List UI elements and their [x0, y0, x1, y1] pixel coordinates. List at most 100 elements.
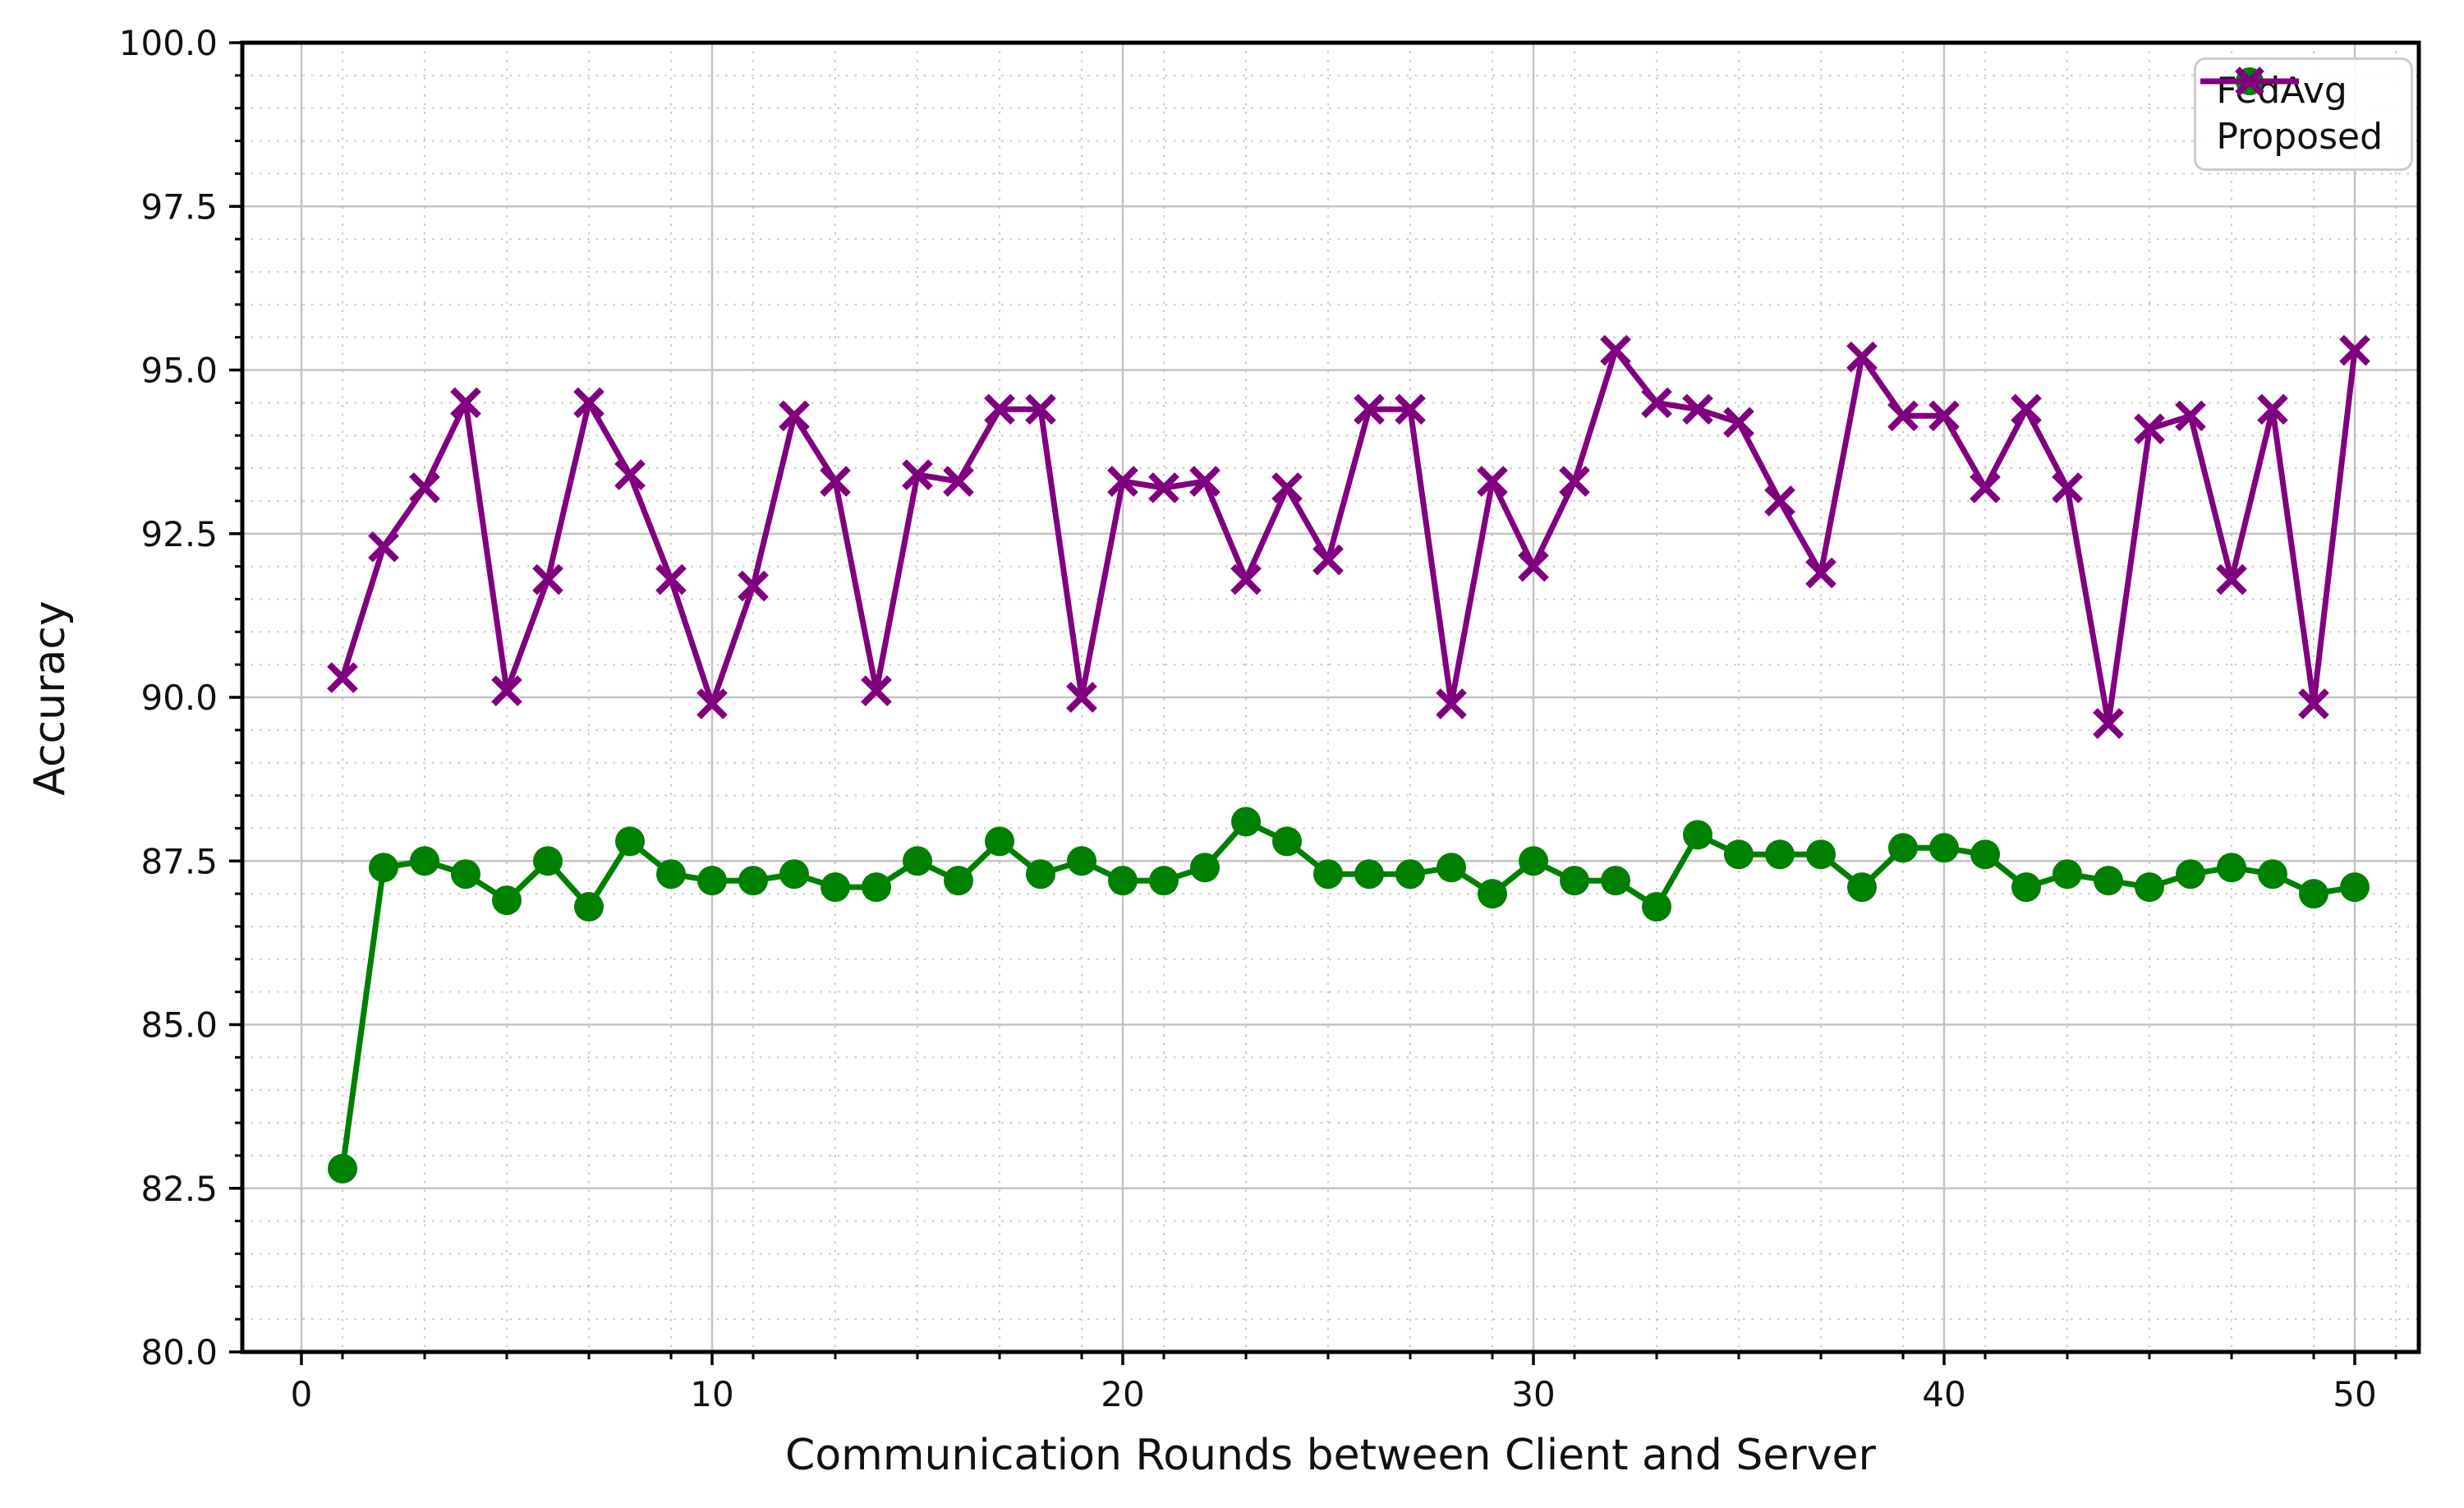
data-point-proposed	[1395, 393, 1426, 425]
data-point-proposed	[532, 563, 563, 595]
data-point-proposed	[2257, 393, 2288, 425]
data-point-fedavg	[1806, 839, 1836, 870]
legend: FedAvg Proposed	[2194, 57, 2413, 171]
data-point-fedavg	[985, 826, 1014, 857]
proposed-line-marker-icon	[2200, 67, 2300, 96]
y-tick-label: 80.0	[140, 1332, 218, 1372]
data-point-fedavg	[410, 846, 439, 876]
y-tick-label: 95.0	[140, 351, 218, 391]
data-point-fedavg	[2217, 853, 2246, 883]
data-point-proposed	[2093, 708, 2124, 739]
x-tick-label: 50	[2333, 1374, 2376, 1414]
data-point-proposed	[902, 459, 933, 490]
data-point-proposed	[1928, 400, 1960, 432]
data-point-proposed	[327, 662, 358, 693]
data-point-fedavg	[1313, 859, 1343, 890]
data-point-fedavg	[944, 866, 973, 896]
data-point-proposed	[2175, 400, 2206, 432]
data-point-proposed	[1723, 407, 1754, 439]
data-point-fedavg	[1395, 859, 1425, 890]
data-point-proposed	[1271, 472, 1303, 503]
data-point-fedavg	[738, 866, 768, 896]
data-point-fedavg	[1970, 839, 2000, 870]
data-point-fedavg	[1354, 859, 1384, 890]
data-point-proposed	[614, 459, 646, 490]
data-point-fedavg	[2176, 859, 2205, 890]
y-tick-label: 85.0	[140, 1005, 218, 1046]
data-point-fedavg	[2258, 859, 2287, 890]
y-tick-label: 92.5	[140, 514, 218, 554]
data-point-fedavg	[1560, 866, 1589, 896]
data-point-proposed	[1148, 472, 1179, 503]
data-point-proposed	[1805, 557, 1837, 589]
data-point-proposed	[491, 675, 522, 706]
data-point-proposed	[1682, 393, 1713, 425]
series-line-proposed	[339, 347, 2358, 727]
data-point-fedavg	[328, 1153, 357, 1184]
data-point-fedavg	[369, 853, 398, 883]
data-point-fedavg	[451, 859, 480, 890]
x-tick-label: 0	[291, 1374, 313, 1414]
data-point-proposed	[2052, 472, 2083, 503]
data-point-fedavg	[2135, 872, 2164, 903]
data-point-fedavg	[2094, 866, 2123, 896]
data-point-proposed	[368, 531, 399, 563]
data-point-proposed	[2134, 413, 2165, 445]
data-point-fedavg	[1108, 866, 1138, 896]
data-point-fedavg	[492, 885, 522, 916]
data-point-fedavg	[779, 859, 809, 890]
data-point-fedavg	[1437, 853, 1466, 883]
data-point-proposed	[1066, 682, 1097, 713]
data-point-fedavg	[1642, 892, 1671, 922]
data-point-proposed	[573, 387, 605, 419]
data-point-proposed	[450, 387, 481, 419]
data-point-fedavg	[1026, 859, 1055, 890]
data-point-proposed	[738, 570, 769, 602]
data-point-proposed	[1559, 466, 1590, 497]
y-tick-label: 87.5	[140, 841, 218, 881]
data-point-fedavg	[862, 872, 891, 903]
y-tick-label: 90.0	[140, 678, 218, 718]
data-point-proposed	[696, 688, 728, 720]
data-point-proposed	[1189, 466, 1221, 497]
data-point-fedavg	[1724, 839, 1754, 870]
data-point-proposed	[2011, 393, 2042, 425]
data-point-proposed	[1025, 393, 1056, 425]
data-point-fedavg	[1519, 846, 1548, 876]
data-point-fedavg	[1601, 866, 1630, 896]
y-tick-label: 100.0	[119, 23, 218, 63]
legend-entry-proposed: Proposed	[2200, 67, 2383, 158]
data-point-proposed	[779, 400, 810, 432]
data-point-proposed	[1230, 563, 1262, 595]
data-point-fedavg	[1149, 866, 1179, 896]
y-tick-label: 97.5	[140, 186, 218, 227]
data-point-fedavg	[2340, 872, 2370, 903]
data-point-proposed	[984, 393, 1015, 425]
x-tick-label: 40	[1922, 1374, 1965, 1414]
y-axis-label: Accuracy	[25, 600, 75, 796]
data-point-proposed	[1518, 550, 1549, 582]
data-point-proposed	[1436, 688, 1467, 720]
data-point-proposed	[2298, 688, 2329, 720]
data-point-proposed	[1764, 485, 1795, 517]
data-point-fedavg	[1190, 853, 1220, 883]
data-point-proposed	[1846, 341, 1878, 373]
x-axis-label: Communication Rounds between Client and …	[785, 1431, 1876, 1480]
data-point-fedavg	[533, 846, 563, 876]
x-tick-label: 20	[1101, 1374, 1144, 1414]
data-point-fedavg	[1272, 826, 1302, 857]
data-point-fedavg	[697, 866, 727, 896]
data-point-proposed	[861, 675, 892, 706]
data-point-fedavg	[1929, 833, 1959, 863]
data-point-proposed	[820, 466, 851, 497]
data-point-fedavg	[2011, 872, 2041, 903]
data-point-proposed	[1354, 393, 1385, 425]
data-point-fedavg	[1067, 846, 1096, 876]
data-point-fedavg	[2299, 879, 2328, 909]
data-point-proposed	[2339, 334, 2370, 366]
legend-label: Proposed	[2216, 116, 2383, 158]
data-point-proposed	[1600, 334, 1631, 366]
data-point-fedavg	[1683, 820, 1712, 850]
